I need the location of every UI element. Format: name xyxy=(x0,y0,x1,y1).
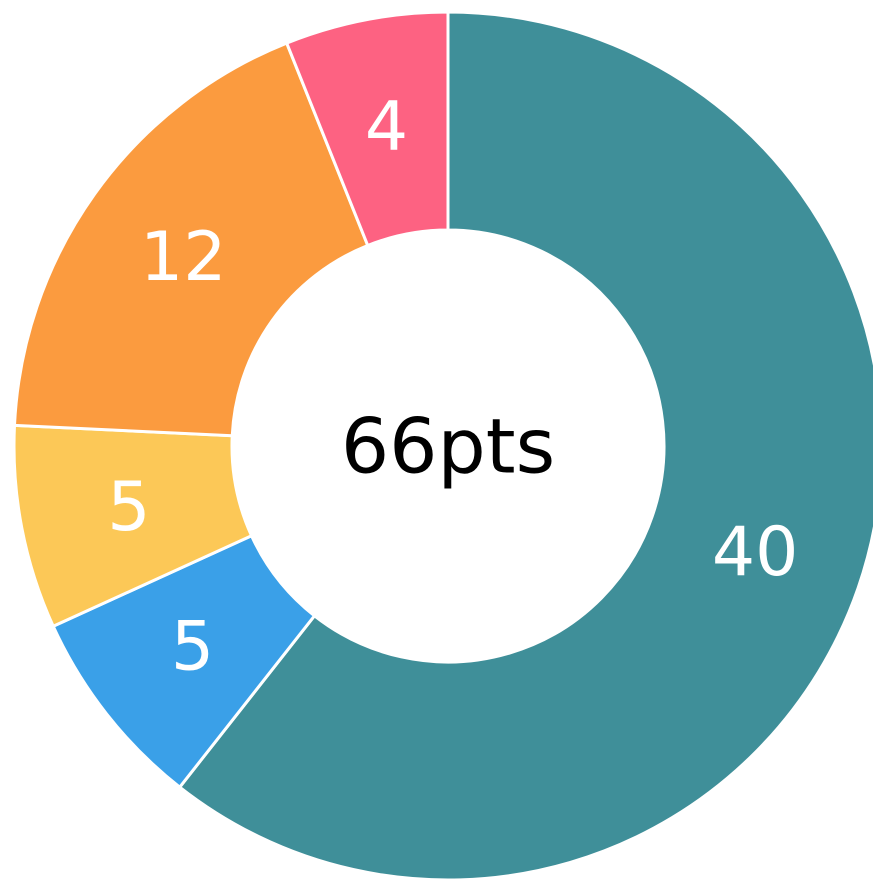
donut-segment xyxy=(12,41,370,438)
donut-segment xyxy=(284,10,450,248)
value-label: 5 xyxy=(171,607,214,686)
value-label: 4 xyxy=(365,87,408,166)
value-label: 12 xyxy=(140,218,227,297)
donut-segment xyxy=(177,10,873,881)
labels: 40 55 12 4 xyxy=(107,87,798,686)
segments xyxy=(12,10,873,881)
center-label: 66pts xyxy=(341,402,555,491)
value-label: 40 xyxy=(712,513,799,592)
value-label: 5 xyxy=(107,468,150,547)
